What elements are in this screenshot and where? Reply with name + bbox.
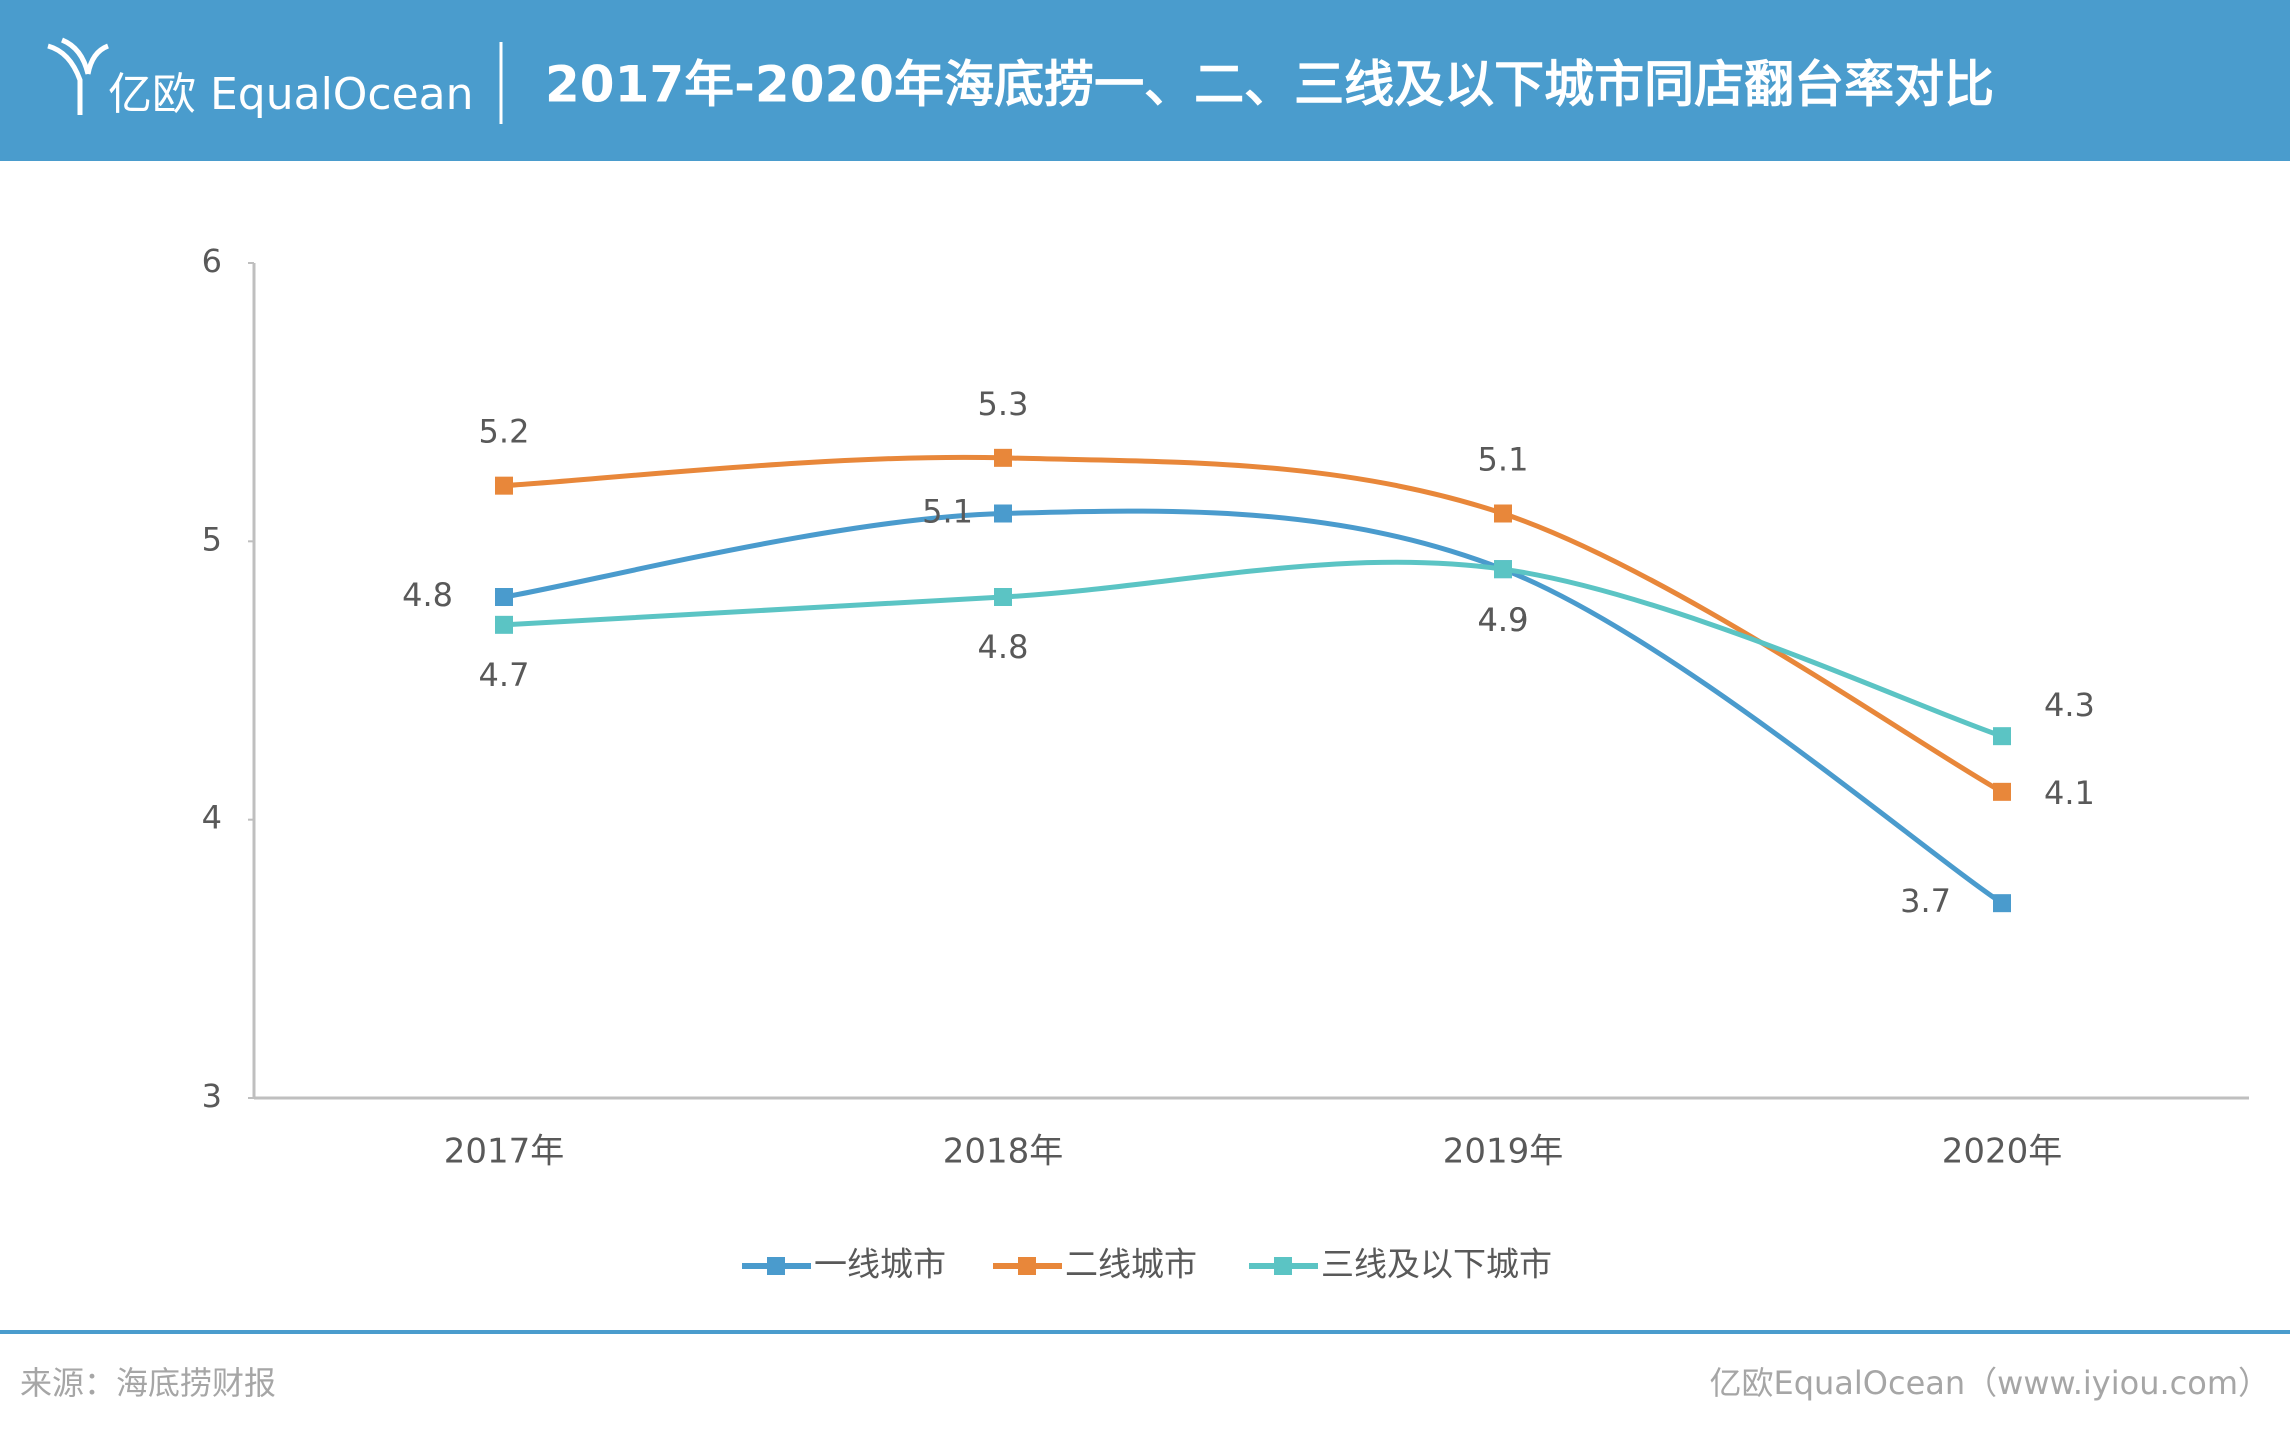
data-label: 3.7: [1900, 882, 1951, 920]
data-label: 4.1: [2044, 774, 2095, 812]
series-line: [503, 559, 2003, 739]
point-marker: [1494, 504, 1512, 523]
point-marker: [495, 588, 513, 606]
x-tick-label: 2017年: [444, 1132, 565, 1172]
point-marker: [994, 504, 1012, 523]
point-marker: [994, 588, 1012, 606]
data-label: 4.3: [2044, 686, 2095, 724]
y-tick-label: 4: [202, 799, 222, 837]
point-marker: [495, 615, 513, 634]
data-label: 4.9: [1478, 601, 1529, 639]
legend-marker: [1274, 1257, 1292, 1275]
data-label: 5.2: [479, 413, 530, 451]
data-label: 4.8: [978, 628, 1029, 666]
legend-label: 二线城市: [1065, 1245, 1197, 1284]
y-tick-label: 5: [202, 520, 222, 558]
legend-marker: [767, 1257, 785, 1275]
data-label: 5.1: [922, 493, 973, 531]
point-marker: [994, 448, 1012, 467]
header-band: [0, 0, 2290, 161]
series-line: [503, 508, 2004, 906]
data-label: 5.3: [978, 385, 1029, 423]
data-label: 5.1: [1478, 441, 1529, 479]
point-marker: [495, 476, 513, 495]
x-tick-label: 2019年: [1443, 1132, 1564, 1172]
logo-text: 亿欧 EqualOcean: [108, 69, 474, 120]
source-note: 来源：海底捞财报: [20, 1364, 276, 1402]
point-marker: [1993, 782, 2011, 801]
data-label: 4.8: [402, 576, 453, 614]
legend-marker: [1018, 1257, 1036, 1275]
x-tick-label: 2018年: [943, 1132, 1064, 1172]
y-tick-label: 3: [202, 1077, 222, 1115]
data-label: 4.9: [1478, 601, 1529, 639]
point-marker: [1494, 560, 1512, 579]
logo-icon: [47, 37, 110, 115]
credit-note: 亿欧EqualOcean（www.iyiou.com）: [1709, 1364, 2270, 1402]
data-label: 4.7: [479, 656, 530, 694]
legend-label: 三线及以下城市: [1321, 1245, 1552, 1284]
chart-title: 2017年-2020年海底捞一、二、三线及以下城市同店翻台率对比: [545, 56, 1994, 114]
point-marker: [1993, 894, 2011, 913]
x-tick-label: 2020年: [1942, 1132, 2063, 1172]
y-tick-label: 6: [202, 242, 222, 280]
series-line: [503, 454, 2004, 795]
point-marker: [1993, 727, 2011, 746]
legend-label: 一线城市: [814, 1245, 946, 1284]
